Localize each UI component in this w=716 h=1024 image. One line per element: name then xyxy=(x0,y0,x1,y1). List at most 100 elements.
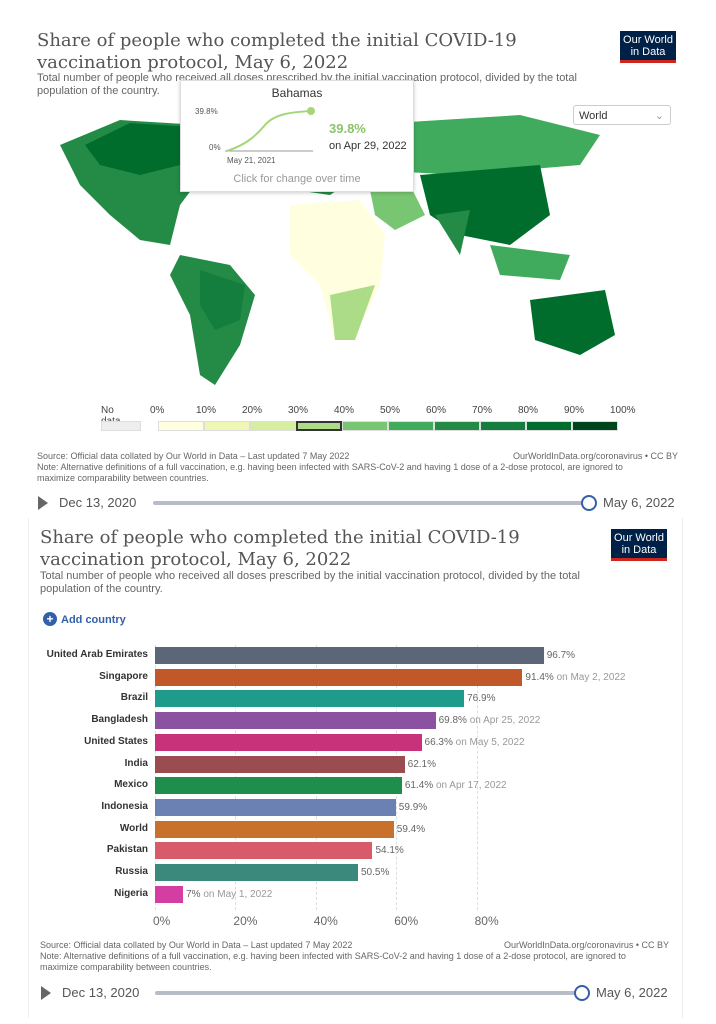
legend-no-data-swatch[interactable] xyxy=(101,421,141,431)
map-middle-east xyxy=(370,185,425,230)
bar-value-label: 76.9% xyxy=(467,693,495,704)
bar-url[interactable]: OurWorldInData.org/coronavirus • CC BY xyxy=(503,940,669,950)
bar-title: Share of people who completed the initia… xyxy=(40,527,520,570)
map-india xyxy=(435,210,470,255)
play-icon[interactable] xyxy=(38,496,48,510)
bar-value: 7% xyxy=(186,888,201,900)
legend-swatch[interactable] xyxy=(342,421,388,431)
tooltip-ymax: 39.8% xyxy=(195,107,218,116)
owid-logo-2[interactable]: Our World in Data xyxy=(611,529,667,561)
bar[interactable] xyxy=(155,820,394,838)
x-tick-label: 80% xyxy=(474,914,499,928)
map-brazil xyxy=(200,270,245,330)
map-australia xyxy=(530,290,615,355)
x-tick-label: 60% xyxy=(394,914,419,928)
map-note: Note: Alternative definitions of a full … xyxy=(37,462,623,483)
bar[interactable] xyxy=(155,798,396,816)
bar-subtitle: Total number of people who received all … xyxy=(40,570,580,595)
legend-swatch[interactable] xyxy=(158,421,204,431)
bar-value-label: 91.4% on May 2, 2022 xyxy=(525,672,625,683)
legend-tick-label: 80% xyxy=(518,405,539,416)
legend-tick-label: 60% xyxy=(426,405,447,416)
map-source: Source: Official data collated by Our Wo… xyxy=(37,451,350,461)
timeline-slider-2[interactable] xyxy=(155,991,585,995)
map-asia xyxy=(420,165,550,245)
bar-label: Mexico xyxy=(114,779,148,791)
timeline-handle[interactable] xyxy=(581,495,597,511)
owid-logo[interactable]: Our World in Data xyxy=(620,31,676,63)
timeline-handle-2[interactable] xyxy=(574,985,590,1001)
bar[interactable] xyxy=(155,864,358,881)
bar-label: World xyxy=(119,822,148,834)
bar-value: 62.1% xyxy=(407,758,436,770)
bar-value-label: 59.4% xyxy=(397,824,425,835)
bar-value: 59.4% xyxy=(396,823,426,835)
bar[interactable] xyxy=(155,647,544,664)
tooltip-hint: Click for change over time xyxy=(233,173,361,185)
legend-swatch[interactable] xyxy=(250,421,296,431)
x-tick-label: 20% xyxy=(233,914,258,928)
bar-label: India xyxy=(124,757,148,769)
legend-tick-label: 20% xyxy=(242,405,263,416)
bar-value: 96.7% xyxy=(546,650,576,661)
bar-value: 69.8% xyxy=(438,715,467,727)
bar[interactable] xyxy=(155,755,405,773)
legend-tick-label: 70% xyxy=(472,405,493,416)
bar-value: 61.4% xyxy=(404,780,434,792)
play-icon-2[interactable] xyxy=(41,986,51,1000)
bar[interactable] xyxy=(155,885,184,903)
timeline-start: Dec 13, 2020 xyxy=(59,495,137,510)
bar-value-label: 66.3% on May 5, 2022 xyxy=(425,737,525,748)
bar-label: Nigeria xyxy=(114,887,148,899)
bar[interactable] xyxy=(155,690,465,708)
bar[interactable] xyxy=(155,777,402,795)
timeline-end-2: May 6, 2022 xyxy=(596,985,668,1000)
bar-value-label: 50.5% xyxy=(361,867,389,878)
legend-swatch[interactable] xyxy=(572,421,618,431)
bar[interactable] xyxy=(155,668,523,686)
bar-panel xyxy=(28,518,683,1018)
add-country-button[interactable]: + Add country xyxy=(43,612,126,626)
bar-date-note: on Apr 17, 2022 xyxy=(435,780,507,792)
country-tooltip[interactable]: Bahamas 39.8% 0% May 21, 2021 39.8% on A… xyxy=(180,80,414,192)
bar-value-label: 69.8% on Apr 25, 2022 xyxy=(439,715,541,726)
map-southern-africa xyxy=(330,285,375,340)
bar-value: 50.5% xyxy=(361,867,390,878)
bar-value-label: 96.7% xyxy=(547,650,575,661)
x-tick-label: 0% xyxy=(153,914,171,928)
bar-label: United States xyxy=(84,735,148,747)
tooltip-ymin: 0% xyxy=(209,143,221,152)
bar-source: Source: Official data collated by Our Wo… xyxy=(40,940,353,950)
tooltip-date: on Apr 29, 2022 xyxy=(329,140,407,152)
bar-value-label: 54.1% xyxy=(375,845,403,856)
bar[interactable] xyxy=(155,733,422,751)
legend-swatch[interactable] xyxy=(296,421,342,431)
timeline-slider[interactable] xyxy=(153,501,590,505)
map-subtitle: Total number of people who received all … xyxy=(37,72,577,97)
map-url[interactable]: OurWorldInData.org/coronavirus • CC BY xyxy=(512,451,678,461)
legend-tick-label: 50% xyxy=(380,405,401,416)
chevron-down-icon: ⌄ xyxy=(654,110,664,122)
legend-swatch[interactable] xyxy=(526,421,572,431)
bar-value: 76.9% xyxy=(467,693,496,705)
legend-tick-label: 40% xyxy=(334,405,355,416)
legend-swatch[interactable] xyxy=(388,421,434,431)
bar-value-label: 61.4% on Apr 17, 2022 xyxy=(405,780,507,791)
map-title: Share of people who completed the initia… xyxy=(37,30,517,73)
bar[interactable] xyxy=(155,842,373,860)
legend-tick-label: 90% xyxy=(564,405,585,416)
bar[interactable] xyxy=(155,712,436,730)
legend-swatch[interactable] xyxy=(480,421,526,431)
region-select[interactable]: World ⌄ xyxy=(573,105,671,125)
tooltip-sparkline xyxy=(225,107,315,152)
tooltip-country: Bahamas xyxy=(271,86,323,100)
timeline-end: May 6, 2022 xyxy=(603,495,675,510)
bar-label: Pakistan xyxy=(106,844,148,856)
bar-date-note: on May 1, 2022 xyxy=(203,888,273,900)
bar-value: 91.4% xyxy=(525,671,554,683)
add-country-label: Add country xyxy=(61,614,126,626)
legend-swatch[interactable] xyxy=(204,421,250,431)
legend-swatch[interactable] xyxy=(434,421,480,431)
tooltip-start-date: May 21, 2021 xyxy=(227,156,276,165)
bar-label: Brazil xyxy=(120,692,148,704)
